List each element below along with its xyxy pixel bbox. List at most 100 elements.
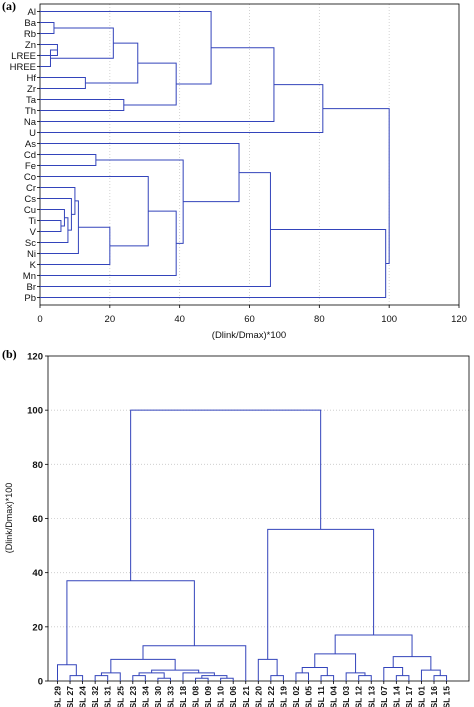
panel-a-x-tick-label: 60 <box>244 314 255 325</box>
panel-a-leaf-label: Ti <box>28 216 36 227</box>
panel-a-leaf-label: Mn <box>23 271 36 282</box>
panel-a-dendrogram: (a) 0 20 40 60 80 100 120 AlBaRbZnLREEHREEHfZr… <box>2 0 467 341</box>
panel-a-leaf-label: Zr <box>27 84 36 95</box>
panel-b-leaf-label: SL 15 <box>442 686 452 707</box>
panel-b-leaf-label: SL 02 <box>291 686 301 707</box>
panel-a-leaf-label: Hf <box>27 73 37 84</box>
panel-b-leaf-label: SL 18 <box>178 686 188 707</box>
panel-a-x-tick-label: 120 <box>451 314 467 325</box>
panel-a-leaf-label: V <box>30 227 37 238</box>
panel-a-leaf-label: Th <box>25 106 36 117</box>
panel-a-link <box>40 176 149 247</box>
panel-b-leaf-label: SL 13 <box>366 686 376 707</box>
panel-a-leaf-label: LREE <box>11 51 36 62</box>
panel-a-leaf-label: Br <box>27 282 37 293</box>
panel-a-link <box>40 217 69 243</box>
panel-a-leaf-label: Fe <box>25 161 36 172</box>
panel-a-x-axis-label: (Dlink/Dmax)*100 <box>212 330 286 341</box>
panel-b-link <box>383 666 404 681</box>
panel-b-leaf-label: SL 24 <box>78 686 88 707</box>
panel-b-link <box>392 656 432 671</box>
panel-a-leaf-label: As <box>25 139 36 150</box>
panel-a-leaf-label: K <box>30 260 37 271</box>
panel-b-link <box>195 677 209 681</box>
panel-b-link <box>301 666 328 676</box>
panel-a-leaf-label: Rb <box>24 29 36 40</box>
panel-a-x-tick-label: 100 <box>381 314 397 325</box>
panel-a-leaf-label: Zn <box>25 40 36 51</box>
panel-b-leaf-label: SL 16 <box>429 686 439 707</box>
panel-a-label: (a) <box>2 0 16 13</box>
panel-a-leaf-label: Sc <box>25 238 36 249</box>
panel-b-link <box>157 677 171 681</box>
panel-b-y-tick-label: 100 <box>27 406 43 417</box>
panel-b-link <box>110 658 176 673</box>
panel-b-leaf-label: SL 34 <box>140 686 150 707</box>
panel-b-link <box>151 669 200 673</box>
panel-a-link <box>40 229 387 298</box>
panel-a-leaf-label: Cd <box>24 150 36 161</box>
panel-b-leaf-label: SL 08 <box>191 686 201 707</box>
panel-b-link <box>420 669 441 681</box>
panel-a-x-tick-label: 0 <box>37 314 42 325</box>
panel-a-link <box>322 108 390 265</box>
panel-b-leaf-label: SL 19 <box>278 686 288 707</box>
panel-b-leaf-labels: SL 29 SL 27 SL 24 SL 32 SL 31 SL 25 SL 23 SL 34… <box>53 681 452 707</box>
panel-a-link <box>40 220 62 232</box>
panel-b-link <box>358 675 372 681</box>
panel-b-y-tick-label: 40 <box>32 568 43 579</box>
panel-b-leaf-label: SL 30 <box>153 686 163 707</box>
panel-a-gridlines <box>109 4 390 305</box>
panel-a-leaf-label: Ni <box>27 249 36 260</box>
panel-a-leaf-label: Al <box>28 7 36 18</box>
panel-b-leaf-label: SL 06 <box>228 686 238 707</box>
panel-a-leaf-label: Cr <box>26 183 36 194</box>
panel-b-y-ticks: 0 20 40 60 80 100 120 <box>27 352 48 688</box>
panel-b-link <box>130 409 322 581</box>
panel-a-link <box>40 200 79 254</box>
panel-b-dendrogram: (b) 0 20 40 60 80 100 120 SL 29 SL 27 SL 24 SL 32… <box>2 347 470 707</box>
panel-b-y-axis-label: (Dlink/Dmax)*100 <box>4 483 14 554</box>
panel-b-leaf-label: SL 17 <box>404 686 414 707</box>
panel-b-link <box>57 664 77 681</box>
panel-a-link <box>40 226 111 265</box>
panel-a-leaf-label: HREE <box>10 62 36 73</box>
panel-b-link <box>69 675 84 681</box>
panel-a-x-tick-label: 20 <box>105 314 116 325</box>
panel-b-y-tick-label: 60 <box>32 514 43 525</box>
panel-b-leaf-label: SL 21 <box>241 686 251 707</box>
panel-a-tree <box>40 11 390 298</box>
panel-b-leaf-label: SL 10 <box>216 686 226 707</box>
panel-a-link <box>40 11 212 85</box>
panel-a-leaf-label: Co <box>24 172 36 183</box>
panel-a-link <box>40 143 240 203</box>
panel-b-leaf-label: SL 09 <box>203 686 213 707</box>
panel-b-link <box>220 677 234 681</box>
panel-b-leaf-label: SL 07 <box>379 686 389 707</box>
panel-b-link <box>270 675 284 681</box>
panel-a-x-tick-label: 80 <box>314 314 325 325</box>
panel-b-leaf-label: SL 25 <box>115 686 125 707</box>
panel-a-link <box>40 198 72 231</box>
panel-a-leaf-label: Cu <box>24 205 36 216</box>
panel-a-leaf-label: U <box>29 128 36 139</box>
panel-a-leaf-label: Cs <box>24 194 36 205</box>
panel-b-leaf-label: SL 29 <box>53 686 63 707</box>
panel-a-leaf-labels: AlBaRbZnLREEHREEHfZrTaThNaUAsCdFeCoCrCsC… <box>10 7 40 304</box>
panel-b-leaf-label: SL 05 <box>304 686 314 707</box>
panel-a-link <box>40 154 97 166</box>
panel-a-link <box>40 99 125 111</box>
panel-b-link <box>314 653 357 673</box>
panel-b-leaf-label: SL 31 <box>103 686 113 707</box>
panel-a-x-ticks: 0 20 40 60 80 100 120 <box>37 305 467 325</box>
panel-b-link <box>320 675 335 681</box>
panel-b-leaf-label: SL 01 <box>416 686 426 707</box>
panel-b-link <box>345 672 366 681</box>
panel-a-link <box>85 42 139 84</box>
panel-b-link <box>267 528 375 660</box>
panel-b-leaf-label: SL 11 <box>316 686 326 707</box>
panel-b-leaf-label: SL 12 <box>354 686 364 707</box>
panel-a-link <box>40 77 86 89</box>
panel-b-y-tick-label: 120 <box>27 352 43 363</box>
